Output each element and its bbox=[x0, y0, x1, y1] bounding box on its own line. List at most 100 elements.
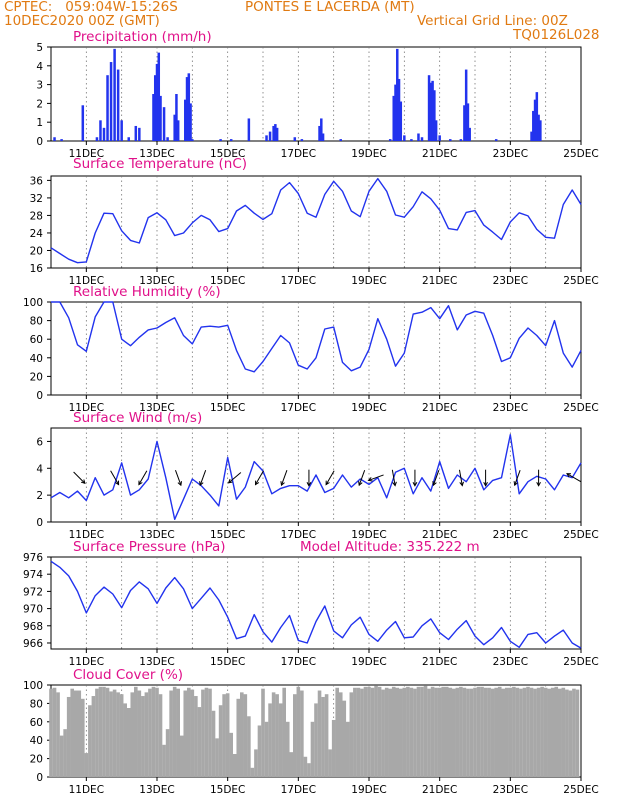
precip-frame bbox=[50, 46, 582, 142]
cloud-title: Cloud Cover (%) bbox=[73, 667, 183, 683]
wind-wind-arrow bbox=[254, 470, 264, 486]
wind-wind-arrow-shaft bbox=[358, 469, 366, 486]
wind-wind-arrow bbox=[432, 469, 440, 487]
cloud-bar bbox=[349, 692, 354, 777]
cloud-bar bbox=[370, 687, 375, 777]
header-station-name: PONTES E LACERDA (MT) bbox=[245, 0, 415, 15]
wind-wind-arrow-head bbox=[412, 481, 418, 487]
cloud-panel: 11DEC 13DEC 15DEC 17DEC 19DEC 21DEC 23DEC 25DEC… bbox=[23, 667, 599, 796]
cloud-bar bbox=[190, 689, 195, 777]
wind-ytick-label: 4 bbox=[36, 463, 43, 475]
precip-bar bbox=[274, 124, 277, 141]
cloud-bar bbox=[572, 688, 576, 777]
cloud-bar bbox=[162, 744, 166, 777]
cloud-bar bbox=[543, 687, 548, 777]
cloud-bar bbox=[137, 690, 142, 777]
cloud-bar bbox=[561, 687, 566, 777]
cloud-bar bbox=[420, 686, 424, 777]
precip-bar bbox=[417, 133, 420, 141]
humidity-ytick-label: 20 bbox=[30, 371, 43, 383]
cloud-bar bbox=[119, 694, 124, 777]
cloud-bar bbox=[469, 688, 474, 777]
pressure-frame bbox=[50, 556, 582, 650]
wind-wind-arrow bbox=[138, 470, 148, 486]
wind-wind-arrow bbox=[325, 470, 335, 486]
wind-xtick-label: 15DEC bbox=[210, 529, 245, 541]
wind-wind-arrow-shaft bbox=[73, 471, 86, 484]
cloud-bar bbox=[554, 686, 559, 777]
wind-wind-arrow bbox=[566, 473, 582, 483]
cloud-bar bbox=[508, 687, 513, 777]
precip-xtick-label: 19DEC bbox=[351, 148, 386, 160]
precip-bar bbox=[102, 127, 106, 141]
cloud-bar bbox=[303, 756, 308, 777]
cloud-bar bbox=[123, 703, 127, 777]
precip-title: Precipitation (mm/h) bbox=[73, 29, 212, 45]
temp-ytick-label: 24 bbox=[30, 228, 44, 240]
cloud-bar bbox=[455, 687, 460, 777]
cloud-xtick-label: 23DEC bbox=[493, 784, 528, 796]
wind-title: Surface Wind (m/s) bbox=[73, 410, 202, 426]
precip-bar bbox=[155, 63, 159, 141]
cloud-bar bbox=[285, 721, 290, 777]
wind-wind-arrow-head bbox=[483, 481, 488, 487]
precip-bar bbox=[403, 135, 406, 141]
cloud-bar bbox=[483, 687, 488, 777]
pressure-ytick-label: 968 bbox=[23, 621, 43, 633]
precip-bar bbox=[113, 48, 116, 141]
temp-xtick-label: 25DEC bbox=[563, 275, 598, 287]
precip-ytick-label: 5 bbox=[36, 42, 43, 54]
cloud-bar bbox=[434, 687, 438, 777]
wind-wind-arrow bbox=[412, 469, 418, 487]
cloud-ytick-label: 0 bbox=[36, 772, 43, 784]
cloud-ytick-label: 80 bbox=[30, 698, 43, 710]
cloud-bar bbox=[459, 686, 463, 777]
cloud-bar bbox=[377, 686, 382, 777]
pressure-ytick-label: 976 bbox=[23, 552, 43, 564]
wind-wind-arrow-head bbox=[227, 478, 233, 484]
cloud-bar bbox=[321, 696, 325, 777]
cloud-bar bbox=[229, 732, 233, 777]
cloud-xtick-label: 11DEC bbox=[69, 784, 104, 796]
precip-xtick-label: 11DEC bbox=[69, 148, 104, 160]
wind-wind-arrow-head bbox=[392, 481, 397, 487]
cloud-bar bbox=[416, 686, 421, 777]
cloud-bar bbox=[257, 725, 262, 777]
cloud-bar bbox=[112, 689, 117, 777]
cloud-bar bbox=[261, 688, 265, 777]
cloud-bar bbox=[575, 689, 580, 777]
precip-bar bbox=[157, 52, 161, 141]
precip-bar bbox=[468, 127, 471, 141]
cloud-bar bbox=[342, 700, 347, 777]
precip-bar bbox=[184, 99, 187, 141]
cloud-bar bbox=[512, 686, 516, 777]
wind-wind-arrow-head bbox=[177, 481, 182, 487]
precip-bar bbox=[431, 80, 434, 141]
precip-bar bbox=[537, 114, 540, 141]
cloud-bar bbox=[402, 687, 407, 777]
cloud-bar bbox=[66, 696, 71, 777]
wind-panel: 11DEC 13DEC 15DEC 17DEC 19DEC 21DEC 23DEC 25DEC… bbox=[36, 410, 598, 541]
cloud-bar bbox=[91, 696, 96, 777]
cloud-bar bbox=[494, 687, 498, 777]
wind-ytick-label: 6 bbox=[36, 436, 43, 448]
humidity-ytick-label: 40 bbox=[30, 353, 43, 365]
cloud-bar bbox=[52, 687, 57, 777]
precip-xtick-label: 23DEC bbox=[493, 148, 528, 160]
precip-bar bbox=[109, 62, 113, 141]
precip-bar bbox=[138, 127, 141, 141]
cloud-bar bbox=[374, 685, 378, 777]
humidity-ytick-label: 60 bbox=[30, 334, 43, 346]
wind-wind-arrow-shaft bbox=[110, 470, 120, 485]
cloud-bar bbox=[222, 694, 226, 777]
cloud-bar bbox=[413, 688, 417, 777]
precip-bar bbox=[134, 125, 138, 141]
precip-bar bbox=[159, 95, 162, 141]
cloud-bar bbox=[501, 688, 506, 777]
precip-bar bbox=[394, 84, 397, 141]
temp-frame bbox=[50, 175, 582, 269]
cloud-bar bbox=[201, 689, 205, 777]
precip-bar bbox=[152, 94, 155, 141]
temp-xtick-label: 11DEC bbox=[69, 275, 104, 287]
header-run-date: 10DEC2020 00Z (GMT) bbox=[4, 13, 160, 29]
